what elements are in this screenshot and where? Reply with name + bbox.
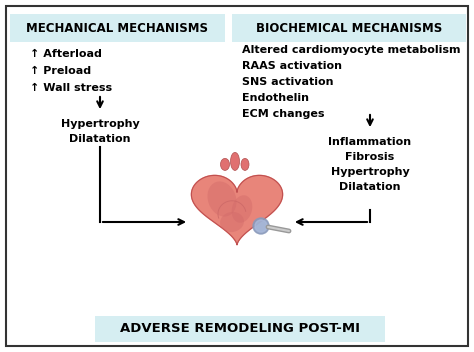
- Ellipse shape: [241, 158, 249, 170]
- Ellipse shape: [208, 181, 237, 216]
- Ellipse shape: [230, 152, 239, 170]
- Text: SNS activation: SNS activation: [242, 77, 334, 87]
- Bar: [10, 14, 225, 42]
- Text: ↑ Preload: ↑ Preload: [30, 66, 91, 76]
- Ellipse shape: [220, 158, 229, 170]
- Text: Endothelin: Endothelin: [242, 93, 309, 103]
- Bar: [95, 316, 385, 342]
- Text: Dilatation: Dilatation: [69, 134, 131, 144]
- Text: Hypertrophy: Hypertrophy: [331, 167, 410, 177]
- Text: ECM changes: ECM changes: [242, 109, 325, 119]
- Text: Inflammation: Inflammation: [328, 137, 411, 147]
- Bar: [232, 14, 466, 42]
- Text: ↑ Afterload: ↑ Afterload: [30, 49, 102, 59]
- Text: ↑ Wall stress: ↑ Wall stress: [30, 83, 112, 93]
- Circle shape: [253, 218, 269, 234]
- Text: MECHANICAL MECHANISMS: MECHANICAL MECHANISMS: [27, 21, 209, 34]
- Text: Altered cardiomyocyte metabolism: Altered cardiomyocyte metabolism: [242, 45, 461, 55]
- Text: RAAS activation: RAAS activation: [242, 61, 342, 71]
- Polygon shape: [191, 175, 283, 245]
- Text: Fibrosis: Fibrosis: [346, 152, 395, 162]
- Text: Hypertrophy: Hypertrophy: [61, 119, 139, 129]
- Ellipse shape: [220, 212, 244, 232]
- Text: ADVERSE REMODELING POST-MI: ADVERSE REMODELING POST-MI: [120, 322, 360, 335]
- Ellipse shape: [232, 195, 252, 223]
- Circle shape: [255, 220, 267, 232]
- Text: Dilatation: Dilatation: [339, 182, 401, 192]
- Text: BIOCHEMICAL MECHANISMS: BIOCHEMICAL MECHANISMS: [256, 21, 442, 34]
